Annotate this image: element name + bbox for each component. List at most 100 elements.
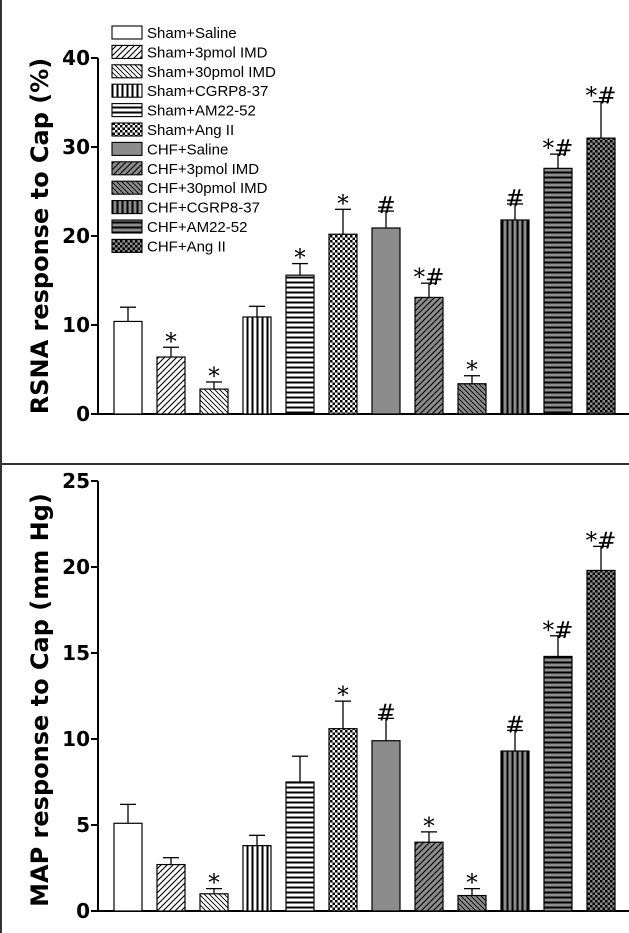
map-y-tick-label: 5 <box>76 813 90 837</box>
legend-swatch <box>111 238 143 253</box>
legend-item: Sham+30pmol IMD <box>111 64 276 81</box>
legend-swatch <box>111 219 143 234</box>
map-significance-label: * <box>466 871 478 897</box>
map-bar <box>242 845 272 912</box>
map-error-bar <box>335 700 351 729</box>
legend-item: CHF+Ang II <box>111 238 226 255</box>
map-y-tick-label: 15 <box>62 641 90 665</box>
legend-label: CHF+30pmol IMD <box>147 180 268 197</box>
map-bar <box>457 894 487 912</box>
rsna-y-tick-label: 20 <box>62 224 90 248</box>
legend-label: Sham+Saline <box>147 25 237 42</box>
rsna-bar <box>500 219 530 415</box>
rsna-y-tick-label: 30 <box>62 135 90 159</box>
rsna-bar <box>242 316 272 415</box>
rsna-error-bar <box>378 210 394 228</box>
map-y-axis-title: MAP response to Cap (mm Hg) <box>26 493 54 907</box>
map-bar <box>113 822 143 912</box>
map-bars <box>113 569 616 912</box>
map-bar <box>543 655 573 912</box>
map-significance-label: *# <box>543 618 574 644</box>
rsna-bar <box>199 388 229 415</box>
legend-item: Sham+3pmol IMD <box>111 44 268 61</box>
rsna-significance-label: *# <box>414 265 445 291</box>
legend-label: CHF+AM22-52 <box>147 219 247 236</box>
map-significance-label: # <box>505 712 524 738</box>
legend-item: Sham+Ang II <box>111 122 234 139</box>
map-error-bar <box>507 729 523 752</box>
rsna-significance-label: * <box>165 329 177 355</box>
legend-item: Sham+CGRP8-37 <box>111 83 268 100</box>
map-significance-label: * <box>208 871 220 897</box>
legend: Sham+Saline Sham+3pmol IMD Sham+30pmol IMD… <box>111 25 276 255</box>
rsna-bars <box>113 137 616 415</box>
legend-label: Sham+3pmol IMD <box>147 44 268 61</box>
map-error-bar <box>292 755 308 782</box>
rsna-bar <box>285 274 315 415</box>
rsna-significance-label: *# <box>586 84 617 110</box>
map-y-tick-label: 0 <box>76 899 90 923</box>
map-significance-label: *# <box>586 528 617 554</box>
legend-swatch <box>111 83 143 98</box>
rsna-significance-label: * <box>466 358 478 384</box>
rsna-bar <box>586 137 616 415</box>
rsna-error-bar <box>550 153 566 169</box>
rsna-significance-label: * <box>208 364 220 390</box>
rsna-bar <box>371 227 401 415</box>
map-significance-label: * <box>423 814 435 840</box>
rsna-bar <box>457 383 487 415</box>
legend-label: Sham+CGRP8-37 <box>147 83 268 100</box>
map-bar <box>414 841 444 912</box>
rsna-annotations: **** #*#*#*#*# <box>165 84 616 390</box>
rsna-error-bar <box>464 375 480 384</box>
legend-label: Sham+30pmol IMD <box>147 64 276 81</box>
legend-label: CHF+3pmol IMD <box>147 161 259 178</box>
rsna-error-bar <box>507 203 523 220</box>
legend-label: CHF+CGRP8-37 <box>147 200 260 217</box>
map-y-tick-label: 25 <box>62 469 90 493</box>
legend-item: CHF+AM22-52 <box>111 219 247 236</box>
legend-item: CHF+Saline <box>111 141 228 158</box>
legend-swatch <box>111 64 143 79</box>
rsna-error-bar <box>206 381 222 390</box>
legend-item: Sham+AM22-52 <box>111 103 256 120</box>
map-significance-label: # <box>376 700 395 726</box>
legend-swatch <box>111 122 143 137</box>
map-significance-label: * <box>337 683 349 709</box>
rsna-error-bar <box>593 100 609 139</box>
map-bar <box>285 781 315 912</box>
rsna-significance-label: * <box>337 191 349 217</box>
legend-label: Sham+AM22-52 <box>147 103 256 120</box>
map-error-bar <box>120 803 136 824</box>
legend-swatch <box>111 141 143 156</box>
map-error-bar <box>550 635 566 657</box>
map-bar <box>500 750 530 912</box>
map-error-bar <box>206 887 222 894</box>
map-axes <box>97 481 629 912</box>
rsna-bar <box>543 167 573 415</box>
map-error-bar <box>249 834 265 846</box>
rsna-y-tick-label: 10 <box>62 313 90 337</box>
map-bar <box>586 569 616 912</box>
map-error-bars <box>120 545 609 896</box>
map-bar <box>328 728 358 912</box>
rsna-error-bar <box>163 346 179 358</box>
rsna-significance-label: *# <box>543 136 574 162</box>
map-error-bar <box>593 545 609 571</box>
map-error-bar <box>378 717 394 741</box>
rsna-bar <box>328 233 358 415</box>
legend-swatch <box>111 25 143 40</box>
map-error-bar <box>464 887 480 896</box>
rsna-significance-label: * <box>294 246 306 272</box>
legend-label: CHF+Saline <box>147 141 228 158</box>
rsna-bar <box>113 320 143 415</box>
rsna-error-bar <box>292 262 308 276</box>
rsna-significance-label: # <box>505 186 524 212</box>
legend-label: Sham+Ang II <box>147 122 234 139</box>
legend-item: CHF+30pmol IMD <box>111 180 268 197</box>
legend-item: CHF+CGRP8-37 <box>111 200 260 217</box>
rsna-error-bar <box>335 208 351 235</box>
rsna-bar <box>414 296 444 415</box>
